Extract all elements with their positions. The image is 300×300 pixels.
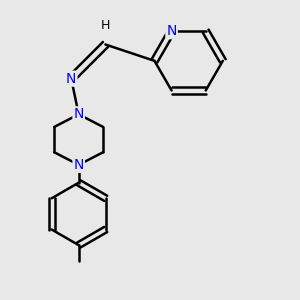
Text: N: N (167, 24, 177, 38)
Text: N: N (74, 107, 84, 121)
Text: N: N (74, 158, 84, 172)
Text: N: N (66, 72, 76, 86)
Text: H: H (101, 19, 110, 32)
